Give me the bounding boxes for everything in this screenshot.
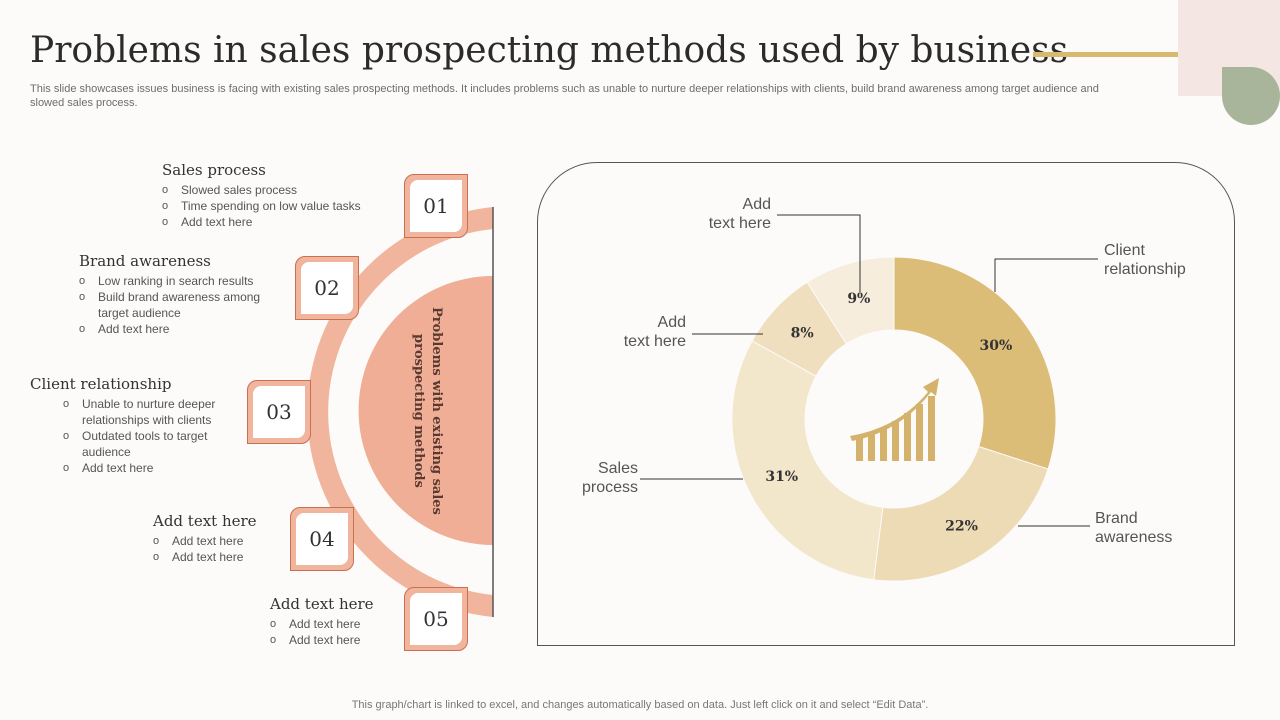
badge-05: 05 (404, 587, 468, 651)
item-brand-awareness: Brand awareness Low ranking in search re… (79, 252, 284, 337)
donut-slice (873, 445, 1049, 582)
item-bullet: Add text here (153, 549, 283, 565)
chart-frame (537, 162, 1235, 646)
item-bullet: Low ranking in search results (79, 273, 284, 289)
item-five: Add text here Add text here Add text her… (270, 595, 400, 648)
leader-line (777, 214, 861, 292)
slice-category-label: Brand (1095, 510, 1138, 527)
slice-percent-label: 9% (847, 291, 870, 307)
badge-04: 04 (290, 507, 354, 571)
item-bullet: Add text here (270, 632, 400, 648)
item-bullet: Unable to nurture deeper relationships w… (63, 396, 235, 428)
badge-01: 01 (404, 174, 468, 238)
slice-category-label: Sales (598, 460, 638, 477)
item-bullet: Add text here (153, 533, 283, 549)
donut-slice (893, 256, 1057, 470)
item-bullet: Slowed sales process (162, 182, 392, 198)
badge-number: 05 (410, 593, 462, 645)
slice-category-label: relationship (1104, 261, 1186, 278)
slice-category-label: awareness (1095, 529, 1172, 546)
badge-number: 03 (253, 386, 305, 438)
slice-percent-label: 31% (765, 469, 798, 485)
page-subtitle: This slide showcases issues business is … (30, 83, 1099, 109)
footer-note: This graph/chart is linked to excel, and… (351, 699, 929, 711)
item-title: Client relationship (30, 375, 172, 393)
slice-category-label: Add (658, 314, 686, 331)
item-bullet: Add text here (270, 616, 400, 632)
page-title: Problems in sales prospecting methods us… (30, 30, 1069, 71)
slice-category-label: text here (624, 333, 686, 350)
slice-category-label: Client (1104, 242, 1145, 259)
slice-category-label: process (582, 479, 638, 496)
item-bullet: Add text here (63, 460, 235, 476)
leader-line (994, 258, 1098, 292)
inner-half-disc (358, 276, 493, 545)
badge-03: 03 (247, 380, 311, 444)
slice-category-label: text here (709, 215, 771, 232)
decorative-leaf-shape (1222, 67, 1280, 125)
donut-slice (806, 256, 895, 345)
item-client-relationship: Client relationship Unable to nurture de… (30, 375, 235, 476)
badge-number: 02 (301, 262, 353, 314)
center-label: Problems with existing sales prospecting… (363, 280, 491, 542)
item-title: Sales process (162, 161, 266, 179)
item-title: Brand awareness (79, 252, 211, 270)
item-bullet: Outdated tools to target audience (63, 428, 235, 460)
item-bullet: Time spending on low value tasks (162, 198, 392, 214)
slice-percent-label: 22% (945, 518, 978, 534)
item-title: Add text here (270, 595, 374, 613)
item-bullet: Build brand awareness among target audie… (79, 289, 284, 321)
center-label-text: Problems with existing sales prospecting… (411, 307, 444, 515)
item-four: Add text here Add text here Add text her… (153, 512, 283, 565)
item-bullet: Add text here (79, 321, 284, 337)
slice-category-label: Add (743, 196, 771, 213)
badge-02: 02 (295, 256, 359, 320)
slice-percent-label: 8% (791, 326, 814, 342)
slice-percent-label: 30% (980, 338, 1013, 354)
badge-number: 04 (296, 513, 348, 565)
item-title: Add text here (153, 512, 257, 530)
badge-number: 01 (410, 180, 462, 232)
growth-chart-icon (850, 378, 939, 461)
item-sales-process: Sales process Slowed sales process Time … (162, 161, 392, 230)
title-accent-line (1033, 52, 1178, 57)
item-bullet: Add text here (162, 214, 392, 230)
donut-slice (731, 340, 884, 581)
